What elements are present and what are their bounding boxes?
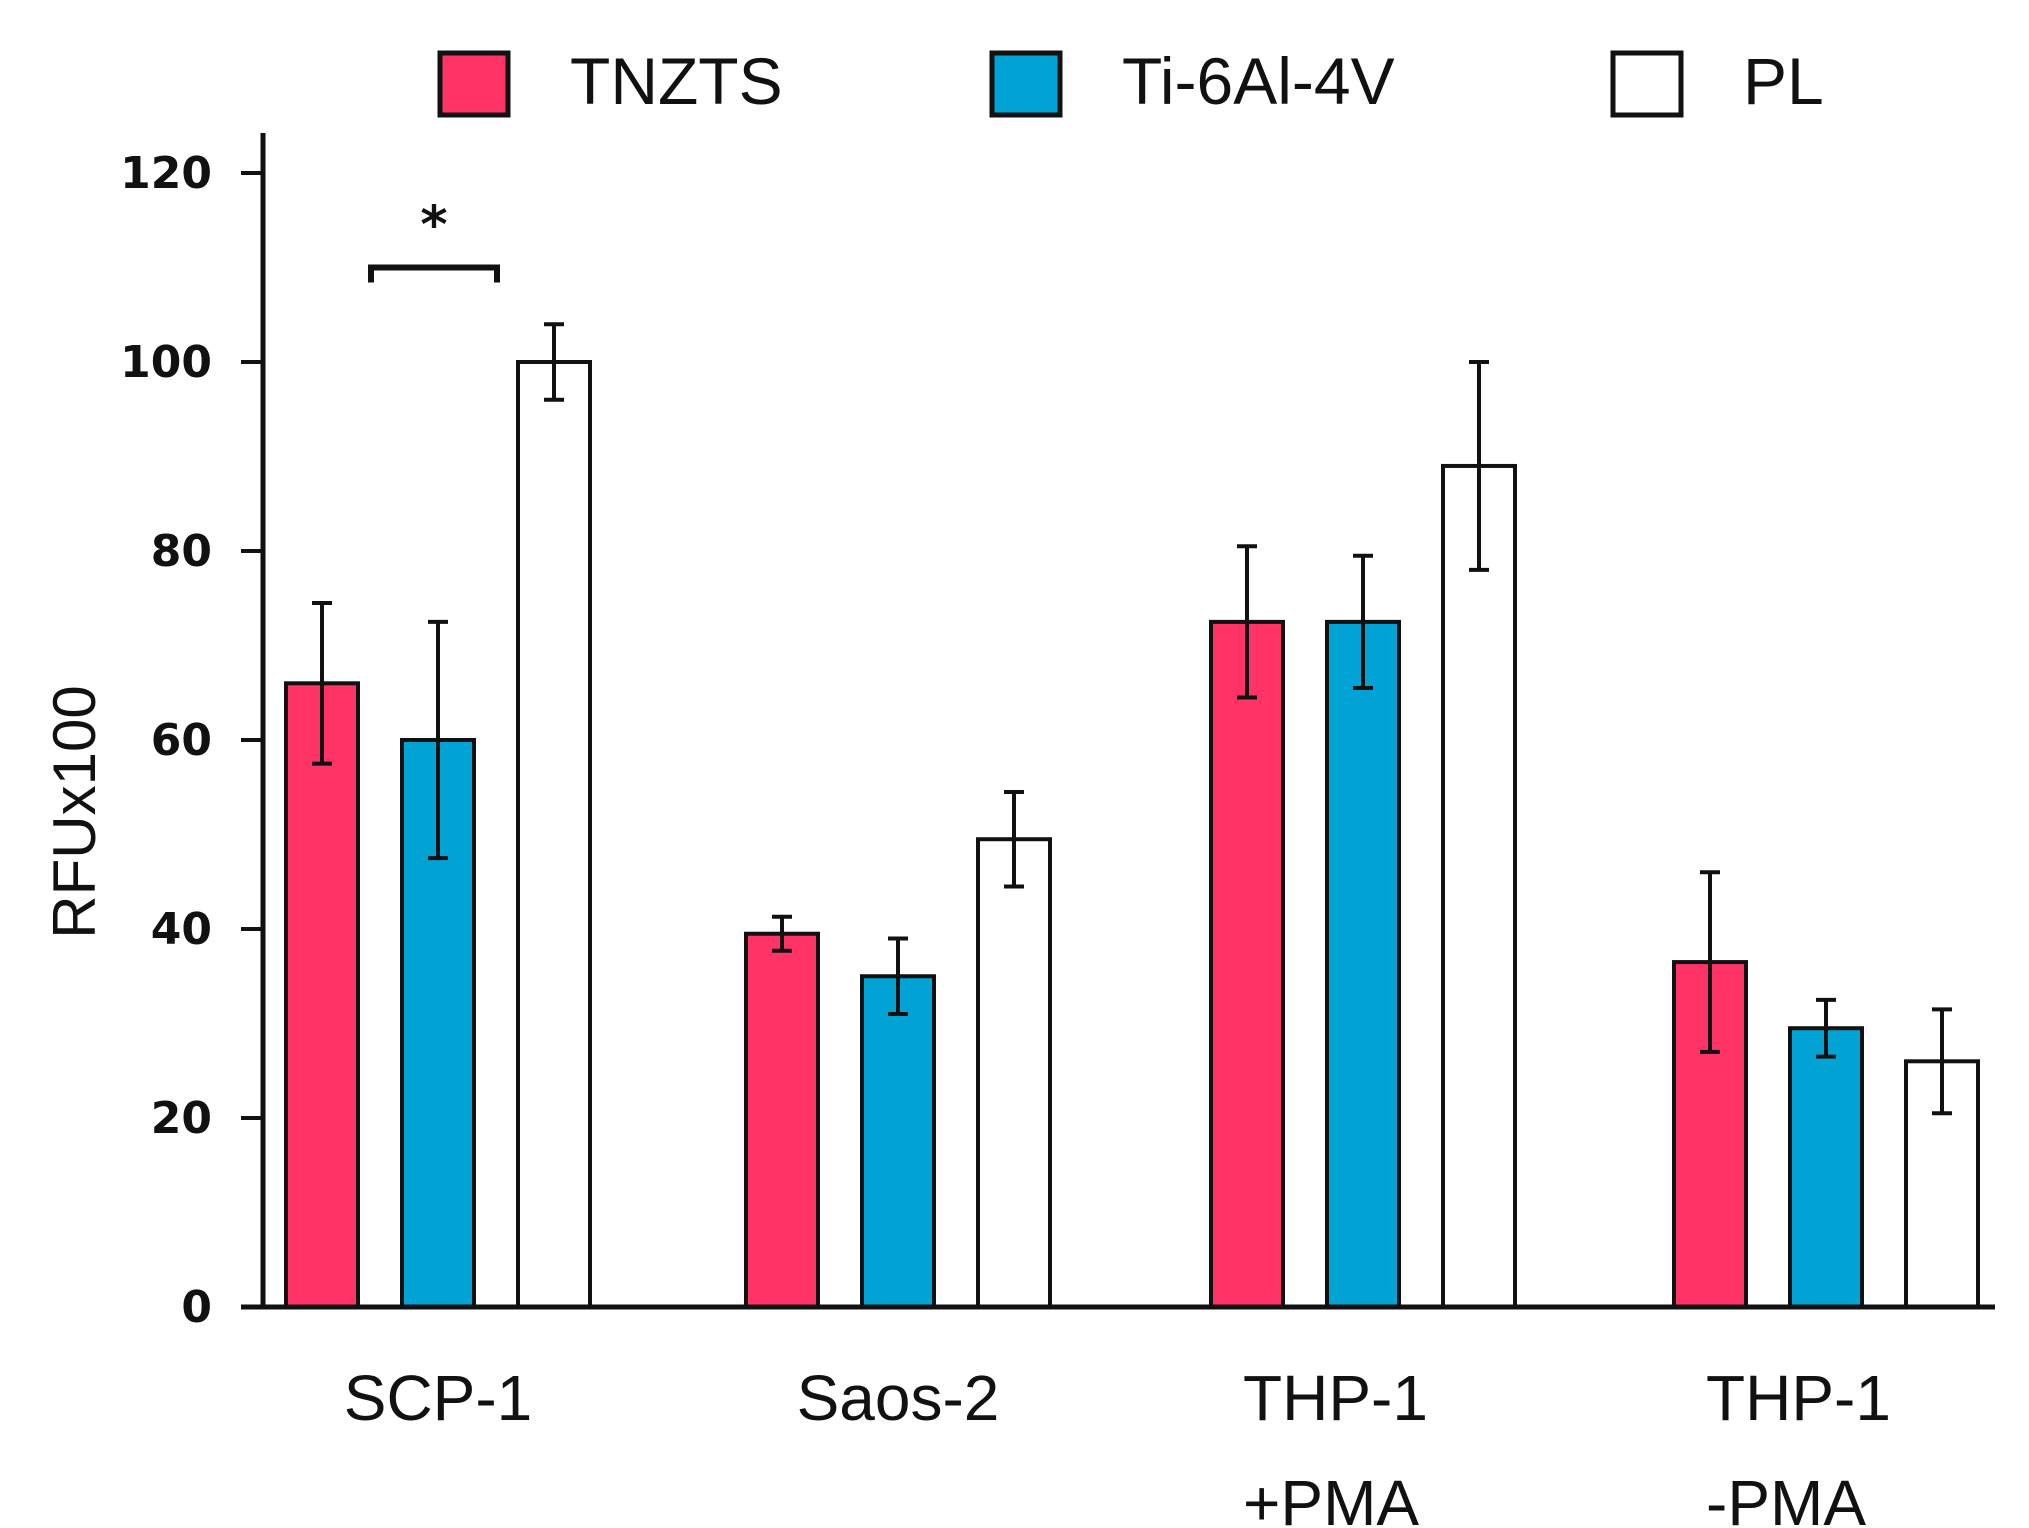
legend-label: TNZTS [570, 44, 783, 118]
legend-swatch [989, 50, 1063, 118]
annotations: * [368, 196, 500, 283]
category-label: Saos-2 [797, 1362, 1000, 1434]
legend-swatch [437, 50, 511, 118]
bar [1325, 619, 1401, 1309]
legend: TNZTS Ti-6Al-4V PL [437, 44, 1824, 118]
category-label: +PMA [1243, 1467, 1419, 1528]
y-tick-label: 20 [151, 1093, 212, 1144]
bar [1209, 619, 1285, 1309]
category-label: SCP-1 [344, 1362, 533, 1434]
y-axis-title: RFUx100 [41, 685, 108, 938]
y-tick-label: 80 [151, 526, 212, 577]
bar [516, 360, 592, 1309]
y-tick-label: 40 [151, 904, 212, 955]
x-axis: SCP-1 Saos-2 THP-1 +PMA THP-1 -PMA [241, 1304, 1995, 1528]
bar [976, 837, 1052, 1309]
y-axis: 0 20 40 60 80 100 120 [120, 133, 266, 1333]
legend-swatch [1610, 50, 1684, 118]
y-tick-label: 100 [120, 337, 212, 388]
y-tick-label: 120 [120, 148, 212, 199]
bar [744, 931, 820, 1309]
significance-bracket [368, 264, 500, 283]
y-tick-label: 60 [151, 715, 212, 766]
bar [284, 681, 360, 1309]
category-label: -PMA [1706, 1467, 1866, 1528]
legend-label: Ti-6Al-4V [1122, 44, 1395, 118]
y-tick-label: 0 [181, 1282, 212, 1333]
legend-label: PL [1743, 44, 1824, 118]
bar [1788, 1026, 1864, 1309]
error-bars [312, 322, 1952, 1116]
bar [1441, 463, 1517, 1309]
category-label: THP-1 [1706, 1362, 1891, 1434]
significance-marker: * [420, 196, 447, 256]
category-label: THP-1 [1243, 1362, 1428, 1434]
bar [860, 974, 936, 1309]
